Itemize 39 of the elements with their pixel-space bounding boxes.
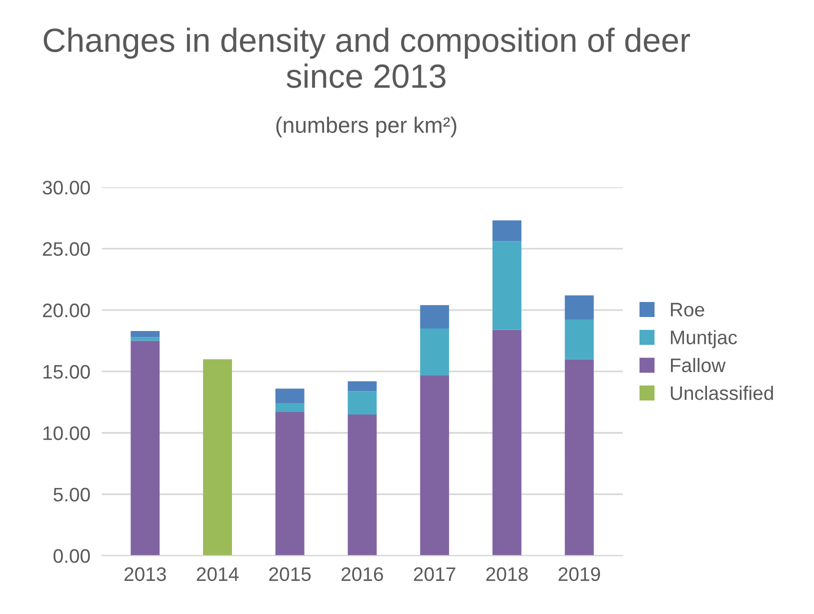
y-tick-label: 20.00 [42, 304, 90, 318]
bar [348, 391, 377, 414]
chart-title: Changes in density and composition of deer since 2013 [44, 28, 690, 88]
bar [420, 305, 450, 328]
bar [564, 359, 594, 556]
x-tick-label: 2017 [414, 567, 456, 582]
y-tick-label: 15.00 [43, 364, 90, 379]
bar [130, 337, 160, 341]
bar [564, 320, 594, 360]
bar [130, 340, 160, 556]
bar [348, 381, 377, 392]
bar [275, 412, 304, 556]
bar [203, 359, 232, 556]
x-tick-label: 2013 [124, 567, 166, 582]
bar [564, 295, 594, 320]
legend-label: Roe [670, 302, 704, 316]
x-tick-label: 2015 [269, 567, 311, 582]
x-tick-label: 2014 [196, 567, 239, 582]
legend-label: Muntjac [670, 330, 737, 348]
bar [420, 375, 450, 556]
y-tick-label: 0.00 [54, 549, 90, 563]
chart-subtitle: (numbers per km²) [276, 116, 456, 138]
bar [492, 330, 522, 556]
y-tick-label: 5.00 [54, 488, 90, 502]
y-tick-label: 25.00 [42, 242, 90, 256]
bar [420, 328, 450, 376]
legend-label: Fallow [670, 358, 726, 372]
bar [348, 414, 377, 556]
bar [275, 403, 304, 412]
y-tick-label: 10.00 [43, 426, 90, 440]
y-tick-label: 30.00 [42, 180, 90, 195]
bar [492, 241, 522, 330]
bar [275, 388, 304, 404]
legend-label: Unclassified [670, 386, 773, 400]
bar [130, 330, 160, 338]
bar [492, 220, 522, 242]
x-tick-label: 2019 [558, 567, 600, 582]
x-tick-label: 2018 [486, 567, 528, 582]
x-tick-label: 2016 [342, 567, 384, 582]
